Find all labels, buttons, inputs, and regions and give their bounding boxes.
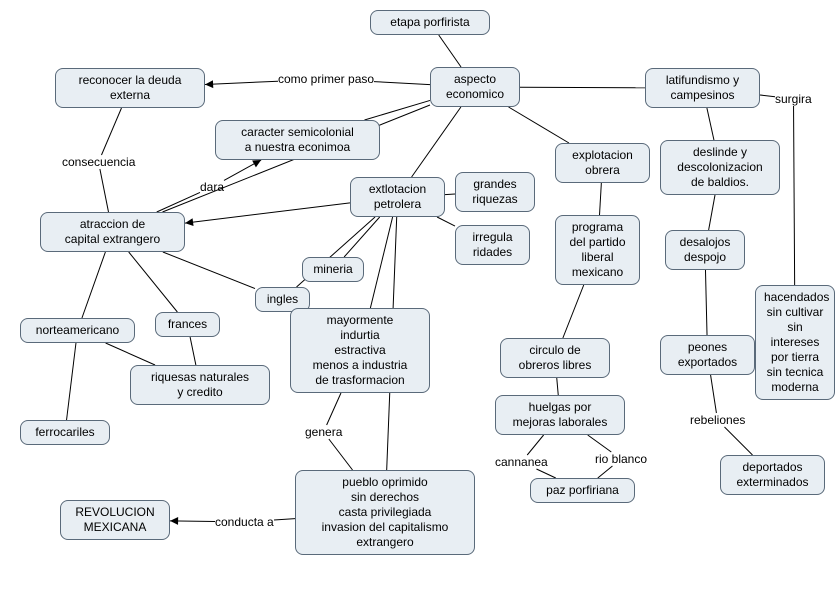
edge-line [82, 252, 105, 318]
node-revolucion: REVOLUCION MEXICANA [60, 500, 170, 540]
edge-line [412, 107, 461, 177]
node-programa: programa del partido liberal mexicano [555, 215, 640, 285]
arrow-head-icon [170, 517, 178, 525]
edge-line [329, 439, 353, 470]
edge-line [707, 108, 714, 140]
edge-line [437, 217, 455, 226]
node-deportados: deportados exterminados [720, 455, 825, 495]
node-reconocer: reconocer la deuda externa [55, 68, 205, 108]
node-caracter: caracter semicolonial a nuestra econimoa [215, 120, 380, 160]
edge-line [588, 435, 612, 452]
node-mineria: mineria [302, 257, 364, 282]
edge-line [536, 469, 555, 478]
edge-line [274, 519, 295, 520]
node-mayormente: mayormente indurtia estractiva menos a i… [290, 308, 430, 393]
node-riquesas: riquesas naturales y credito [130, 365, 270, 405]
node-extlotacion: extlotacion petrolera [350, 177, 445, 217]
edge-line [509, 107, 569, 143]
edge-line [344, 217, 380, 257]
node-grandes: grandes riquezas [455, 172, 535, 212]
node-norteamericano: norteamericano [20, 318, 135, 343]
edge-line [327, 393, 341, 425]
edge-line [205, 81, 278, 84]
edge-line [364, 100, 430, 120]
edge-line [563, 285, 584, 338]
edge-line [185, 203, 350, 223]
edge-line [67, 343, 76, 420]
edge-label-rebeliones: rebeliones [690, 413, 745, 427]
edge-line [100, 169, 109, 212]
node-explotacion_ob: explotacion obrera [555, 143, 650, 183]
node-atraccion: atraccion de capital extrangero [40, 212, 185, 252]
concept-map-canvas: etapa porfirista aspecto economico reconoc… [0, 0, 837, 612]
node-etapa: etapa porfirista [370, 10, 490, 35]
node-deslinde: deslinde y descolonizacion de baldios. [660, 140, 780, 195]
edge-line [760, 95, 775, 97]
arrow-head-icon [205, 80, 213, 88]
edge-line [711, 375, 717, 413]
edge-line [598, 466, 613, 478]
edge-line [129, 252, 178, 312]
edge-label-conducta_a: conducta a [215, 515, 274, 529]
node-paz: paz porfiriana [530, 478, 635, 503]
edge-label-genera: genera [305, 425, 342, 439]
node-hacendados: hacendados sin cultivar sin intereses po… [755, 285, 835, 400]
node-ferrocariles: ferrocariles [20, 420, 110, 445]
node-huelgas: huelgas por mejoras laborales [495, 395, 625, 435]
edge-label-como_primer_paso: como primer paso [278, 72, 374, 86]
node-aspecto: aspecto economico [430, 67, 520, 107]
node-desalojos: desalojos despojo [665, 230, 745, 270]
edge-line [445, 194, 455, 195]
node-circulo: circulo de obreros libres [500, 338, 610, 378]
edge-label-rio_blanco: rio blanco [595, 452, 647, 466]
edge-line [106, 343, 155, 365]
node-irregula: irregula ridades [455, 225, 530, 265]
edge-line [520, 87, 645, 88]
edge-line [557, 378, 558, 395]
edge-line [101, 108, 121, 155]
edge-line [527, 435, 543, 455]
edge-line [725, 427, 753, 455]
edge-label-cannanea: cannanea [495, 455, 548, 469]
node-latifundismo: latifundismo y campesinos [645, 68, 760, 108]
arrow-head-icon [185, 218, 194, 226]
edge-line [705, 270, 707, 335]
edge-line [190, 337, 196, 365]
edge-label-dara: dara [200, 180, 224, 194]
edge-line [374, 82, 430, 85]
node-frances: frances [155, 312, 220, 337]
edge-line [370, 217, 392, 308]
edge-line [709, 195, 715, 230]
edge-line [600, 183, 602, 215]
node-pueblo: pueblo oprimido sin derechos casta privi… [295, 470, 475, 555]
edge-label-surgira: surgira [775, 92, 812, 106]
edge-line [163, 252, 255, 289]
node-peones: peones exportados [660, 335, 755, 375]
edge-label-consecuencia: consecuencia [62, 155, 135, 169]
edge-line [794, 106, 795, 285]
edge-line [439, 35, 461, 67]
edge-line [157, 192, 200, 212]
